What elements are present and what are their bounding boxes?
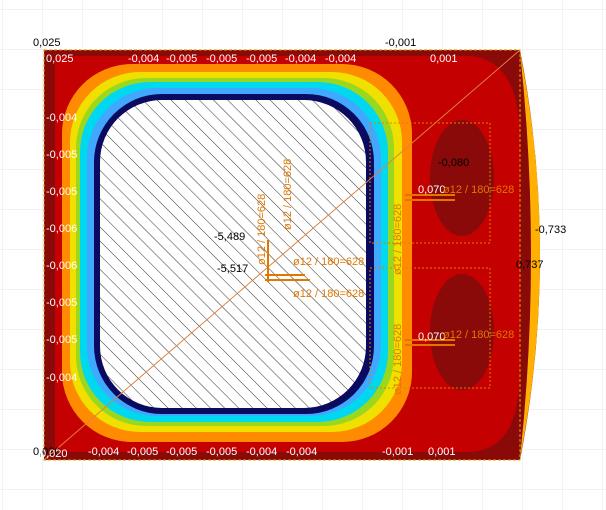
rebar-label: ø12 / 180=628 <box>282 159 294 230</box>
value-label: -0,005 <box>206 53 237 65</box>
contour-plot <box>43 49 540 461</box>
value-label: -0,005 <box>127 446 158 458</box>
value-label: -0,004 <box>128 53 159 65</box>
opening <box>100 100 366 408</box>
pile-zone <box>430 120 494 236</box>
value-label: 0,001 <box>428 446 456 458</box>
pile-box <box>369 122 491 244</box>
value-label: -0,004 <box>286 446 317 458</box>
value-label: -5,517 <box>217 263 248 275</box>
diagonal <box>43 49 521 461</box>
rebar-label: ø12 / 180=628 <box>293 256 364 268</box>
value-label: -0,080 <box>438 157 469 169</box>
value-label: -0,005 <box>46 297 77 309</box>
value-label: -0,005 <box>246 53 277 65</box>
value-label: -0,004 <box>285 53 316 65</box>
value-label: 0,020 <box>33 446 61 458</box>
value-label: 0,020 <box>40 448 68 460</box>
value-label: -0,005 <box>166 446 197 458</box>
rebar-label: ø12 / 180=628 <box>392 324 404 395</box>
value-label: -0,005 <box>46 334 77 346</box>
value-label: 0,001 <box>430 53 458 65</box>
rebar-label: ø12 / 180=628 <box>443 329 514 341</box>
value-label: -0,001 <box>385 37 416 49</box>
value-label: -0,001 <box>382 446 413 458</box>
value-label: 0,070 <box>418 331 446 343</box>
value-label: 0,025 <box>46 53 74 65</box>
value-label: -0,005 <box>46 149 77 161</box>
rebar-label: ø12 / 180=628 <box>443 184 514 196</box>
value-label: -0,004 <box>46 112 77 124</box>
value-label: 0,737 <box>516 259 544 271</box>
value-label: -0,005 <box>206 446 237 458</box>
rebar-label: ø12 / 180=628 <box>256 194 268 265</box>
value-label: -0,005 <box>166 53 197 65</box>
rebar <box>265 194 455 346</box>
value-label: -0,006 <box>46 223 77 235</box>
rebar-label: ø12 / 180=628 <box>392 204 404 275</box>
value-label: 0,025 <box>33 37 61 49</box>
value-label: -0,004 <box>88 446 119 458</box>
value-label: -0,004 <box>46 372 77 384</box>
value-label: 0,070 <box>418 184 446 196</box>
value-label: -5,489 <box>214 231 245 243</box>
value-label: -0,006 <box>46 260 77 272</box>
value-label: -0,004 <box>246 446 277 458</box>
value-label: -0,004 <box>325 53 356 65</box>
pile-zone <box>430 274 494 390</box>
outline <box>43 49 521 461</box>
pile-box <box>369 267 491 389</box>
value-label: -0,733 <box>535 224 566 236</box>
labels: 0,025 0,025 -0,001 0,001 0,020 0,020 -0,… <box>33 37 566 460</box>
band-right <box>520 52 540 458</box>
rebar-label: ø12 / 180=628 <box>293 288 364 300</box>
value-label: -0,005 <box>46 186 77 198</box>
